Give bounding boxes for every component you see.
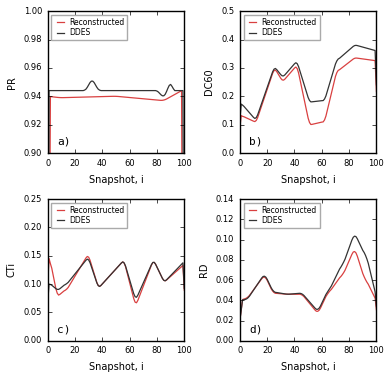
Line: DDES: DDES xyxy=(48,259,184,303)
Reconstructed xyxy=(179,88,184,93)
DDES xyxy=(272,289,276,294)
Reconstructed xyxy=(85,254,90,259)
Reconstructed xyxy=(141,97,146,101)
DDES xyxy=(55,287,59,292)
Reconstructed xyxy=(109,271,114,276)
Y-axis label: PR: PR xyxy=(7,76,17,89)
Reconstructed xyxy=(127,95,132,100)
DDES xyxy=(300,292,305,297)
X-axis label: Snapshot, i: Snapshot, i xyxy=(89,362,143,372)
Legend: Reconstructed, DDES: Reconstructed, DDES xyxy=(244,15,319,40)
Line: DDES: DDES xyxy=(240,236,377,321)
Reconstructed xyxy=(353,56,358,60)
Reconstructed xyxy=(151,260,155,265)
DDES xyxy=(319,301,324,305)
Reconstructed xyxy=(272,290,276,295)
Reconstructed xyxy=(55,291,59,296)
DDES xyxy=(333,275,338,280)
DDES xyxy=(300,78,305,82)
DDES xyxy=(129,88,133,93)
Line: Reconstructed: Reconstructed xyxy=(48,257,184,303)
DDES xyxy=(333,62,338,66)
DDES xyxy=(55,88,59,93)
DDES xyxy=(45,301,50,305)
Y-axis label: CTi: CTi xyxy=(7,262,17,277)
Reconstructed xyxy=(148,97,152,102)
DDES xyxy=(89,79,94,83)
Text: b): b) xyxy=(249,136,263,147)
DDES xyxy=(340,262,344,267)
DDES xyxy=(353,43,358,48)
DDES xyxy=(149,262,154,267)
Reconstructed xyxy=(237,126,242,130)
Text: a): a) xyxy=(57,136,71,147)
Reconstructed xyxy=(272,68,276,73)
DDES xyxy=(109,88,114,93)
DDES xyxy=(142,277,147,282)
Reconstructed xyxy=(319,303,324,307)
Reconstructed xyxy=(45,283,50,287)
Reconstructed xyxy=(340,273,344,277)
Reconstructed xyxy=(247,117,252,122)
DDES xyxy=(182,286,187,291)
DDES xyxy=(247,110,252,115)
DDES xyxy=(237,118,242,122)
DDES xyxy=(109,271,114,276)
Line: Reconstructed: Reconstructed xyxy=(240,58,377,128)
DDES xyxy=(149,88,154,93)
Text: c): c) xyxy=(57,324,71,334)
DDES xyxy=(374,83,379,87)
DDES xyxy=(247,294,252,299)
Reconstructed xyxy=(55,95,59,100)
Reconstructed xyxy=(134,301,139,305)
Reconstructed xyxy=(374,308,379,312)
Line: DDES: DDES xyxy=(48,81,184,379)
DDES xyxy=(79,263,84,268)
Reconstructed xyxy=(300,90,305,95)
Reconstructed xyxy=(374,89,379,94)
Reconstructed xyxy=(352,249,357,254)
DDES xyxy=(272,67,276,72)
Reconstructed xyxy=(333,281,338,286)
X-axis label: Snapshot, i: Snapshot, i xyxy=(281,362,335,372)
Reconstructed xyxy=(129,286,133,290)
Reconstructed xyxy=(247,293,252,298)
Line: Reconstructed: Reconstructed xyxy=(48,91,184,379)
DDES xyxy=(374,304,379,309)
Y-axis label: RD: RD xyxy=(199,263,209,277)
Reconstructed xyxy=(182,288,187,293)
DDES xyxy=(142,88,147,93)
Line: DDES: DDES xyxy=(240,45,377,120)
Legend: Reconstructed, DDES: Reconstructed, DDES xyxy=(244,203,319,228)
DDES xyxy=(319,99,324,103)
DDES xyxy=(340,53,344,58)
Legend: Reconstructed, DDES: Reconstructed, DDES xyxy=(52,203,127,228)
Reconstructed xyxy=(143,277,148,282)
Reconstructed xyxy=(79,263,84,267)
Y-axis label: DC60: DC60 xyxy=(204,69,214,96)
Legend: Reconstructed, DDES: Reconstructed, DDES xyxy=(52,15,127,40)
Line: Reconstructed: Reconstructed xyxy=(240,252,377,321)
Reconstructed xyxy=(340,65,344,70)
Reconstructed xyxy=(79,95,84,99)
Reconstructed xyxy=(333,74,338,79)
Reconstructed xyxy=(319,120,324,124)
Text: d): d) xyxy=(249,324,263,334)
Reconstructed xyxy=(300,293,305,298)
Reconstructed xyxy=(237,318,242,323)
DDES xyxy=(85,257,90,262)
DDES xyxy=(129,282,133,287)
X-axis label: Snapshot, i: Snapshot, i xyxy=(89,174,143,185)
DDES xyxy=(79,88,84,93)
DDES xyxy=(352,234,357,238)
X-axis label: Snapshot, i: Snapshot, i xyxy=(281,174,335,185)
Reconstructed xyxy=(108,94,113,99)
DDES xyxy=(237,318,242,323)
